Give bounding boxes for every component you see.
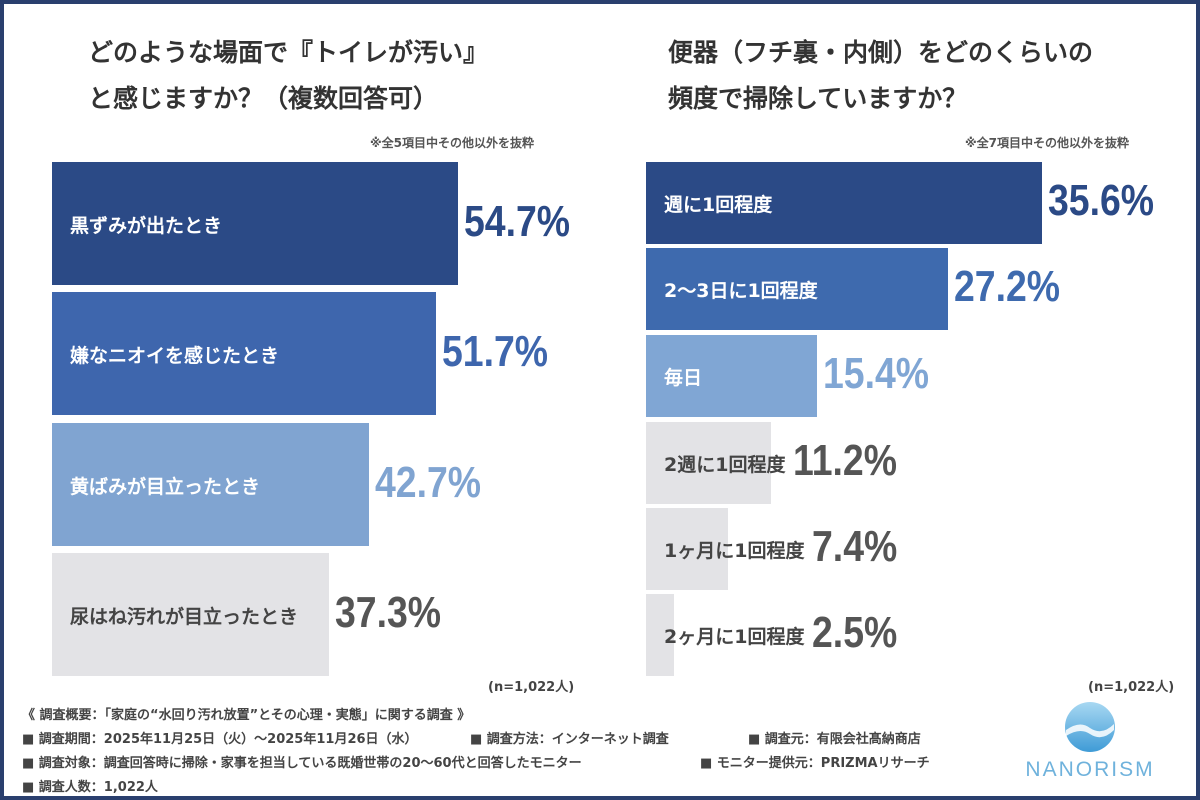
logo-text: NANORISM (1025, 758, 1155, 781)
logo-drop-icon (1065, 702, 1115, 752)
bar-label: 2週に1回程度 (664, 454, 786, 476)
survey-source: ■ 調査元：有限会社髙納商店 (748, 732, 921, 747)
right-chart-title: 便器（フチ裏・内側）をどのくらいの 頻度で掃除していますか？ (668, 30, 1093, 122)
bar-label: 黒ずみが出たとき (70, 214, 223, 237)
left-chart-title: どのような場面で『トイレが汚い』 と感じますか？（複数回答可） (88, 30, 488, 122)
right-note: ※全7項目中その他以外を抜粋 (965, 136, 1130, 150)
left-note: ※全5項目中その他以外を抜粋 (370, 136, 535, 150)
title-line: 便器（フチ裏・内側）をどのくらいの (668, 38, 1094, 67)
value-label: 27.2% (954, 262, 1061, 311)
survey-count: ■ 調査人数：1,022人 (22, 780, 158, 795)
title-line: 頻度で掃除していますか？ (668, 84, 968, 113)
bar (52, 553, 329, 676)
left-sample-size: (n=1,022人) (488, 680, 575, 695)
title-line: どのような場面で『トイレが汚い』 (88, 38, 489, 67)
bar (646, 422, 771, 504)
bar (646, 594, 674, 676)
title-line: と感じますか？（複数回答可） (88, 84, 439, 113)
right-sample-size: (n=1,022人) (1088, 680, 1175, 695)
bar-label: 毎日 (664, 367, 703, 389)
value-label: 15.4% (823, 349, 930, 398)
bar (52, 292, 436, 415)
value-label: 7.4% (812, 522, 898, 571)
bar (52, 162, 458, 285)
bar (646, 335, 818, 417)
nanorism-logo: NANORISM (1020, 700, 1160, 782)
value-label: 35.6% (1047, 176, 1154, 225)
value-label: 54.7% (463, 196, 570, 246)
value-label: 11.2% (793, 436, 898, 485)
bar (52, 423, 369, 546)
survey-period: ■ 調査期間：2025年11月25日（火）〜2025年11月26日（水） (22, 732, 418, 747)
survey-provider: ■ モニター提供元：PRIZMAリサーチ (700, 756, 930, 771)
survey-target: ■ 調査対象：調査回答時に掃除・家事を担当している既婚世帯の20〜60代と回答し… (22, 756, 582, 771)
value-label: 51.7% (441, 326, 548, 376)
bar (646, 248, 949, 330)
survey-summary: 《 調査概要：「家庭の“水回り汚れ放置”とその心理・実態」に関する調査 》 (22, 708, 471, 723)
value-label: 2.5% (812, 608, 898, 657)
bar-label: 1ヶ月に1回程度 (664, 540, 805, 562)
bar (646, 162, 1042, 244)
bar-label: 週に1回程度 (664, 194, 773, 216)
value-label: 37.3% (334, 587, 441, 637)
bar-label: 黄ばみが目立ったとき (70, 475, 261, 498)
bar-label: 2〜3日に1回程度 (664, 280, 818, 302)
bar-label: 2ヶ月に1回程度 (664, 626, 805, 648)
bar-label: 尿はね汚れが目立ったとき (70, 605, 299, 628)
survey-method: ■ 調査方法：インターネット調査 (470, 732, 669, 747)
bar (646, 508, 729, 590)
value-label: 42.7% (374, 457, 481, 507)
bar-label: 嫌なニオイを感じたとき (70, 344, 280, 367)
